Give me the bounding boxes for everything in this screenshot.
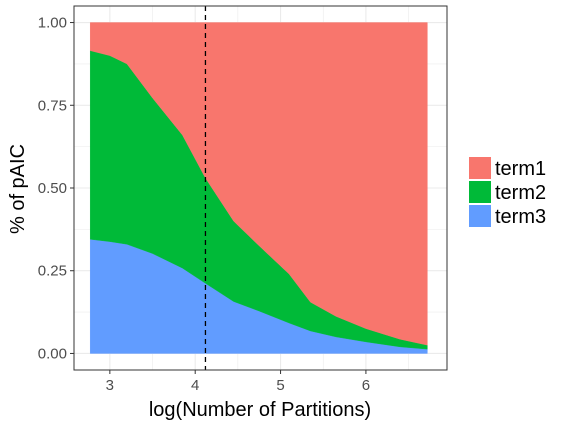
y-axis: 0.00 0.25 0.50 0.75 1.00 bbox=[38, 15, 74, 362]
area-term1 bbox=[90, 22, 428, 346]
y-tick-label: 0.25 bbox=[38, 263, 67, 280]
x-axis-title: log(Number of Partitions) bbox=[149, 399, 371, 421]
x-tick-label: 6 bbox=[362, 377, 370, 394]
y-tick-label: 1.00 bbox=[38, 15, 67, 32]
area-layers bbox=[90, 22, 428, 354]
legend-label-term3: term3 bbox=[495, 206, 546, 228]
legend-label-term1: term1 bbox=[495, 158, 546, 180]
legend-key-term1 bbox=[469, 157, 491, 179]
legend-key-term3 bbox=[469, 205, 491, 227]
x-tick-label: 5 bbox=[276, 377, 284, 394]
legend-label-term2: term2 bbox=[495, 182, 546, 204]
x-tick-label: 3 bbox=[106, 377, 114, 394]
x-tick-label: 4 bbox=[191, 377, 199, 394]
y-tick-label: 0.75 bbox=[38, 97, 67, 114]
x-axis: 3 4 5 6 bbox=[106, 370, 370, 394]
legend-key-term2 bbox=[469, 181, 491, 203]
y-tick-label: 0.50 bbox=[38, 180, 67, 197]
y-tick-label: 0.00 bbox=[38, 345, 67, 362]
y-axis-title: % of pAIC bbox=[7, 144, 29, 234]
